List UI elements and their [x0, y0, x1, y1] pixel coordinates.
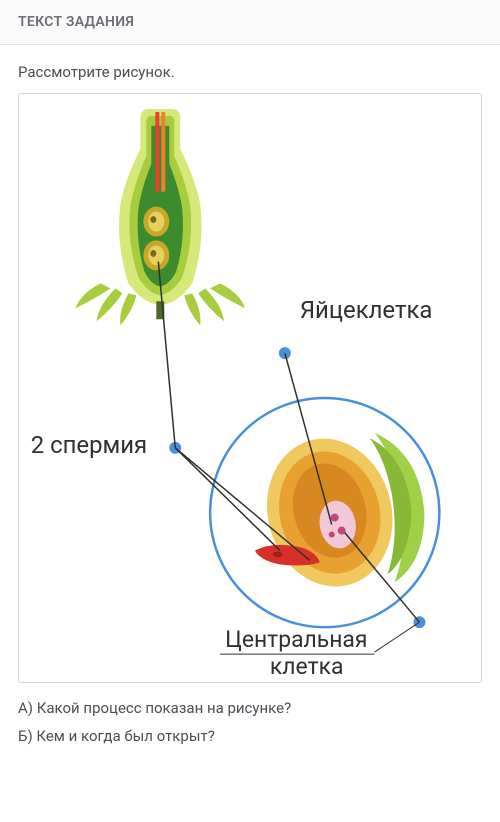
diagram-container: Яйцеклетка 2 спермия Центральная клетка: [18, 93, 482, 683]
label-sperm: 2 спермия: [31, 431, 147, 459]
sperm-line-1: [175, 448, 280, 551]
biology-diagram: Яйцеклетка 2 спермия Центральная клетка: [19, 94, 481, 682]
label-central-1: Центральная: [225, 626, 367, 653]
instruction-text: Рассмотрите рисунок.: [18, 63, 482, 81]
questions-block: А) Какой процесс показан на рисунке? Б) …: [18, 699, 482, 745]
flower-section: [76, 109, 245, 325]
central-connector: [375, 622, 420, 652]
question-b: Б) Кем и когда был открыт?: [18, 727, 482, 745]
question-a: А) Какой процесс показан на рисунке?: [18, 699, 482, 717]
task-header: ТЕКСТ ЗАДАНИЯ: [0, 0, 500, 45]
task-header-title: ТЕКСТ ЗАДАНИЯ: [18, 14, 482, 30]
ovule-magnified: [210, 398, 439, 627]
task-content: Рассмотрите рисунок.: [0, 45, 500, 773]
label-egg-cell: Яйцеклетка: [300, 296, 433, 324]
label-central-2: клетка: [270, 653, 344, 680]
